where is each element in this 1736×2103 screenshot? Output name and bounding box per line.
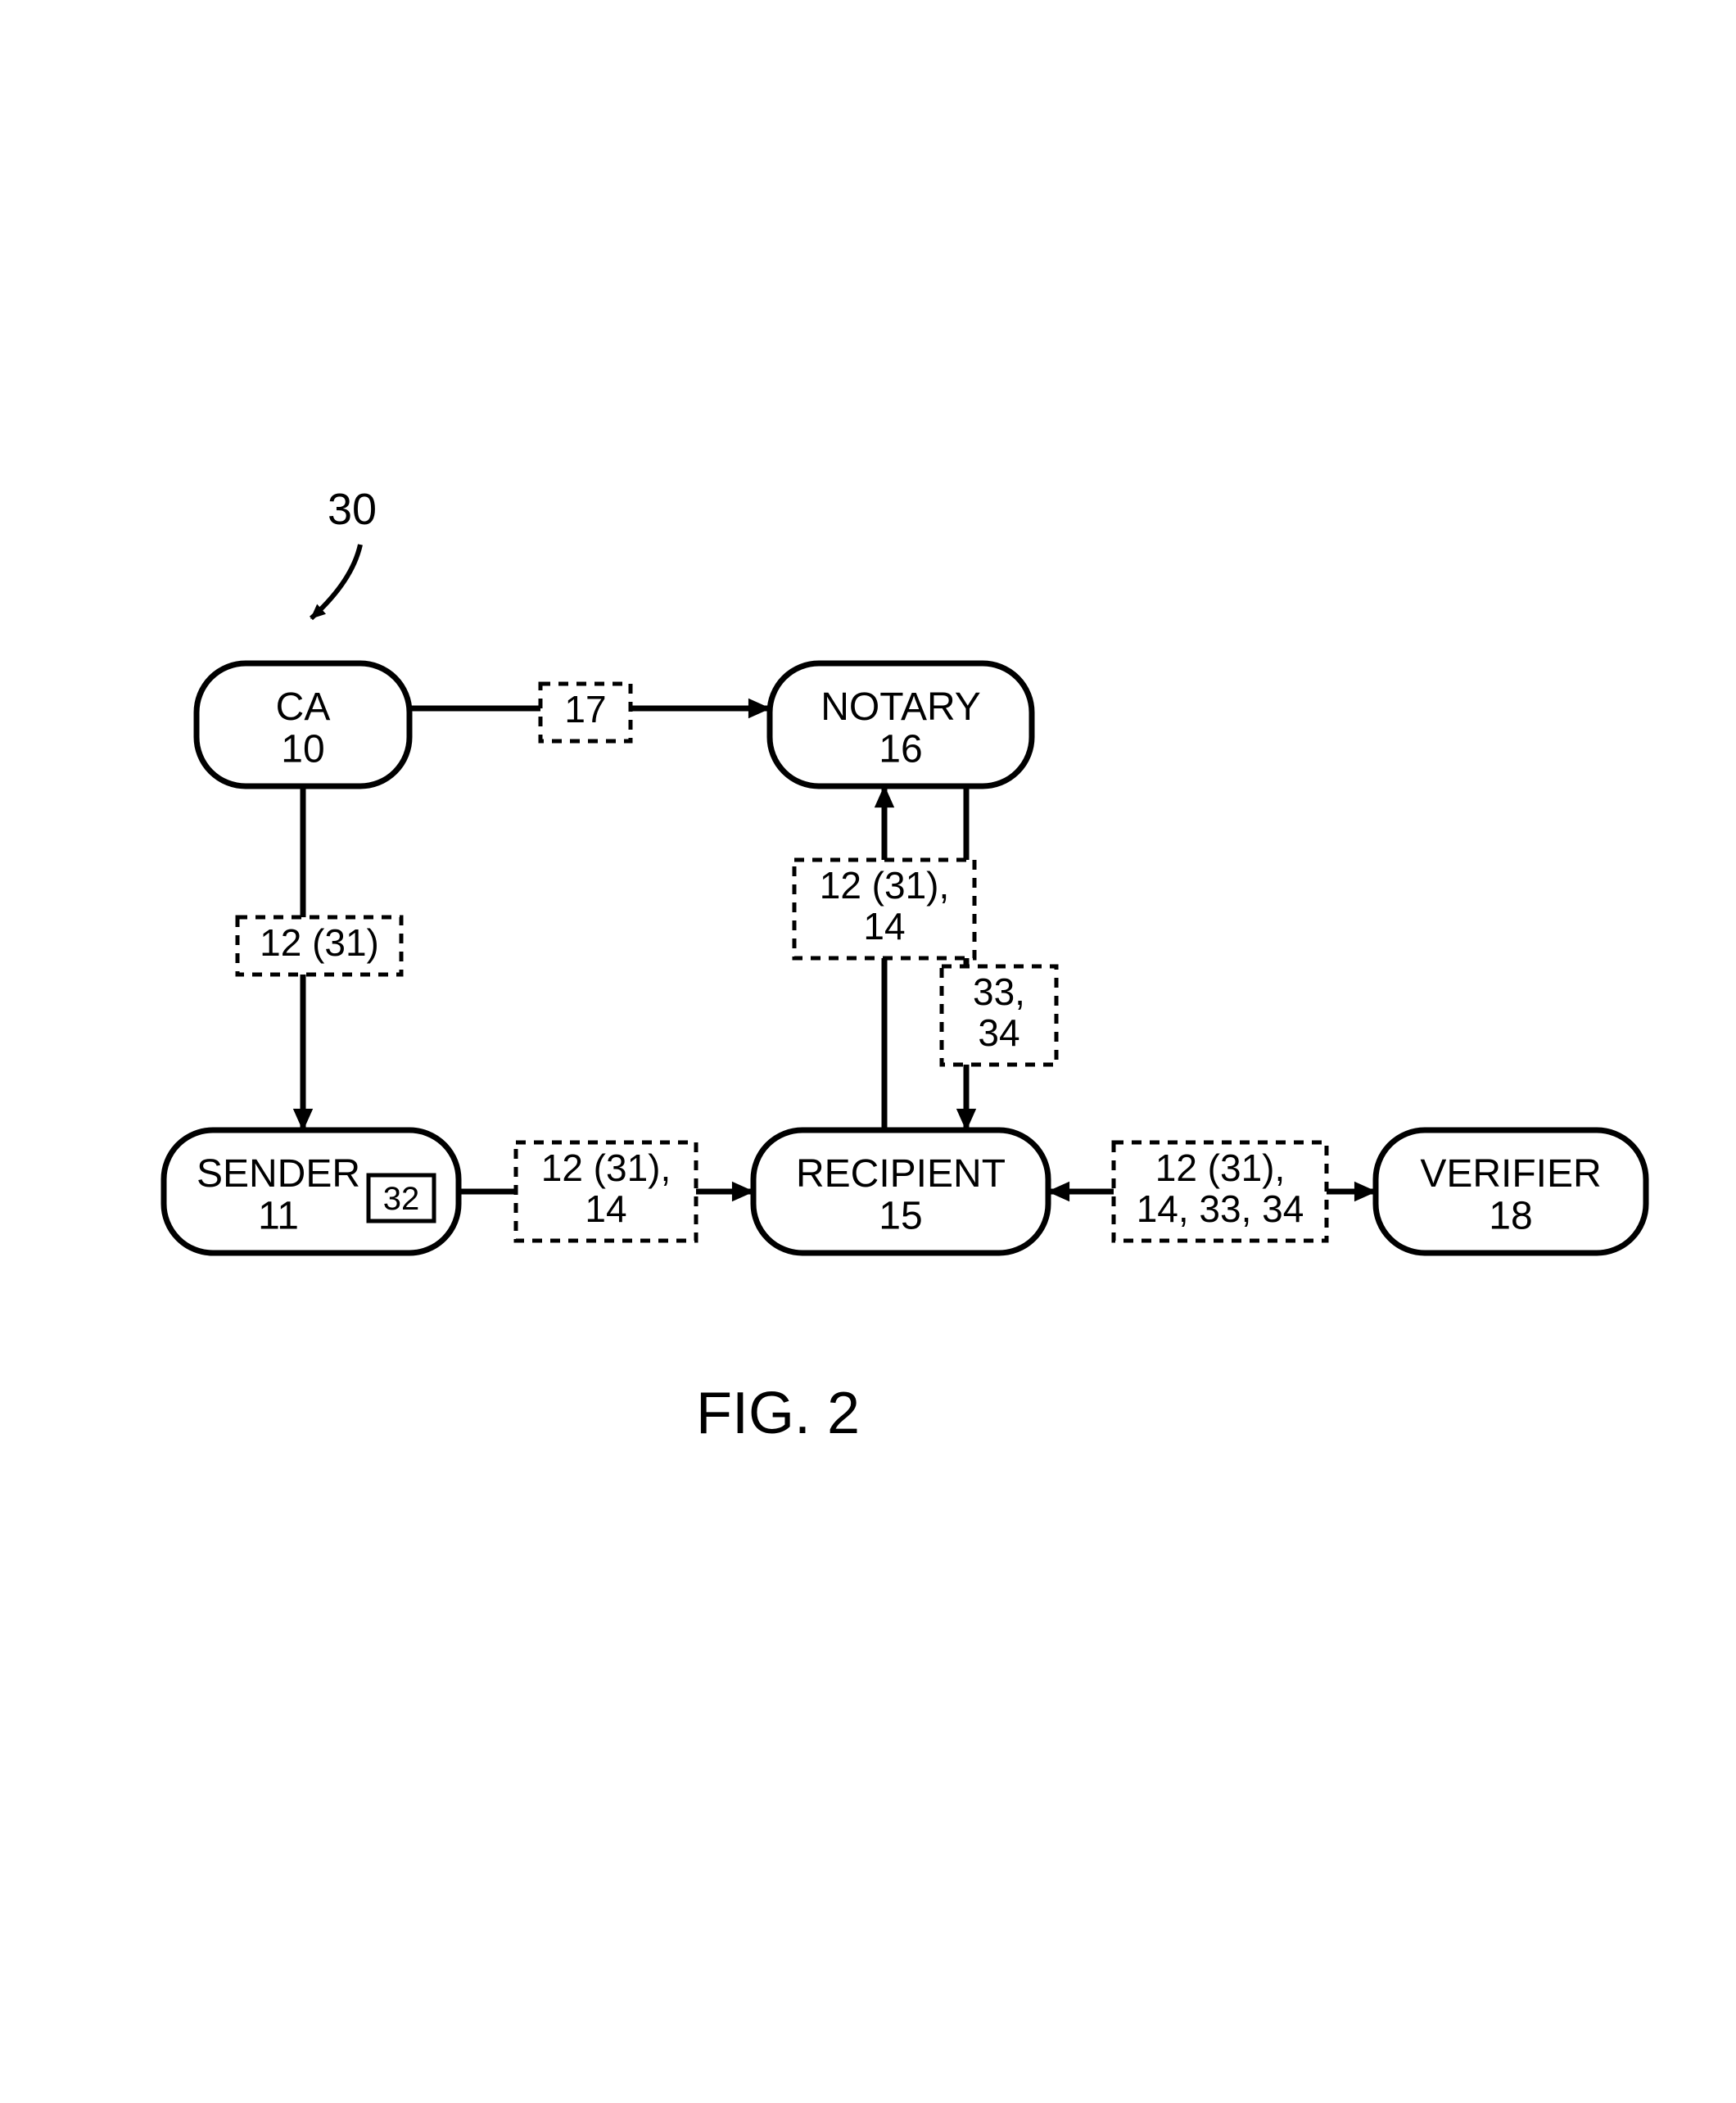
edge-label-text: 33, — [973, 970, 1025, 1013]
node-label-bottom: 11 — [258, 1195, 299, 1238]
node-label-top: SENDER — [197, 1152, 360, 1196]
edge-label-sender-to-recipient: 12 (31),14 — [516, 1142, 696, 1241]
edge-label-recipient-to-verifier: 12 (31),14, 33, 34 — [1114, 1142, 1327, 1241]
node-sender: SENDER11 32 — [164, 1130, 459, 1253]
node-label-bottom: 18 — [1489, 1195, 1532, 1238]
node-label-bottom: 10 — [281, 728, 324, 771]
edge-label-text: 12 (31), — [541, 1146, 671, 1189]
node-label-bottom: 16 — [879, 728, 922, 771]
edge-label-text: 12 (31) — [260, 921, 379, 964]
node-label-top: NOTARY — [821, 685, 981, 729]
node-label-bottom: 15 — [879, 1195, 922, 1238]
edge-label-ca-to-sender: 12 (31) — [237, 917, 401, 975]
node-recipient: RECIPIENT15 — [753, 1130, 1048, 1253]
edge-label-recipient-to-notary: 12 (31),14 — [794, 860, 974, 958]
node-extra-box-text: 32 — [383, 1181, 420, 1217]
edge-label-text: 14 — [863, 905, 905, 947]
node-ca: CA10 — [197, 663, 409, 786]
node-verifier: VERIFIER18 — [1376, 1130, 1646, 1253]
edge-label-text: 14, 33, 34 — [1137, 1187, 1304, 1230]
edge-label-notary-to-recipient: 33,34 — [942, 966, 1056, 1065]
edge-label-ca-to-notary: 17 — [540, 684, 631, 741]
node-notary: NOTARY16 — [770, 663, 1032, 786]
edge-label-text: 12 (31), — [1155, 1146, 1286, 1189]
edge-label-text: 14 — [585, 1187, 626, 1230]
figure-label: FIG. 2 — [696, 1381, 860, 1446]
edge-label-text: 12 (31), — [820, 864, 950, 907]
edge-label-text: 34 — [978, 1011, 1019, 1054]
node-label-top: RECIPIENT — [796, 1152, 1006, 1196]
node-label-top: CA — [276, 685, 331, 729]
reference-number: 30 — [328, 485, 377, 534]
node-label-top: VERIFIER — [1420, 1152, 1601, 1196]
edge-label-text: 17 — [564, 688, 606, 730]
